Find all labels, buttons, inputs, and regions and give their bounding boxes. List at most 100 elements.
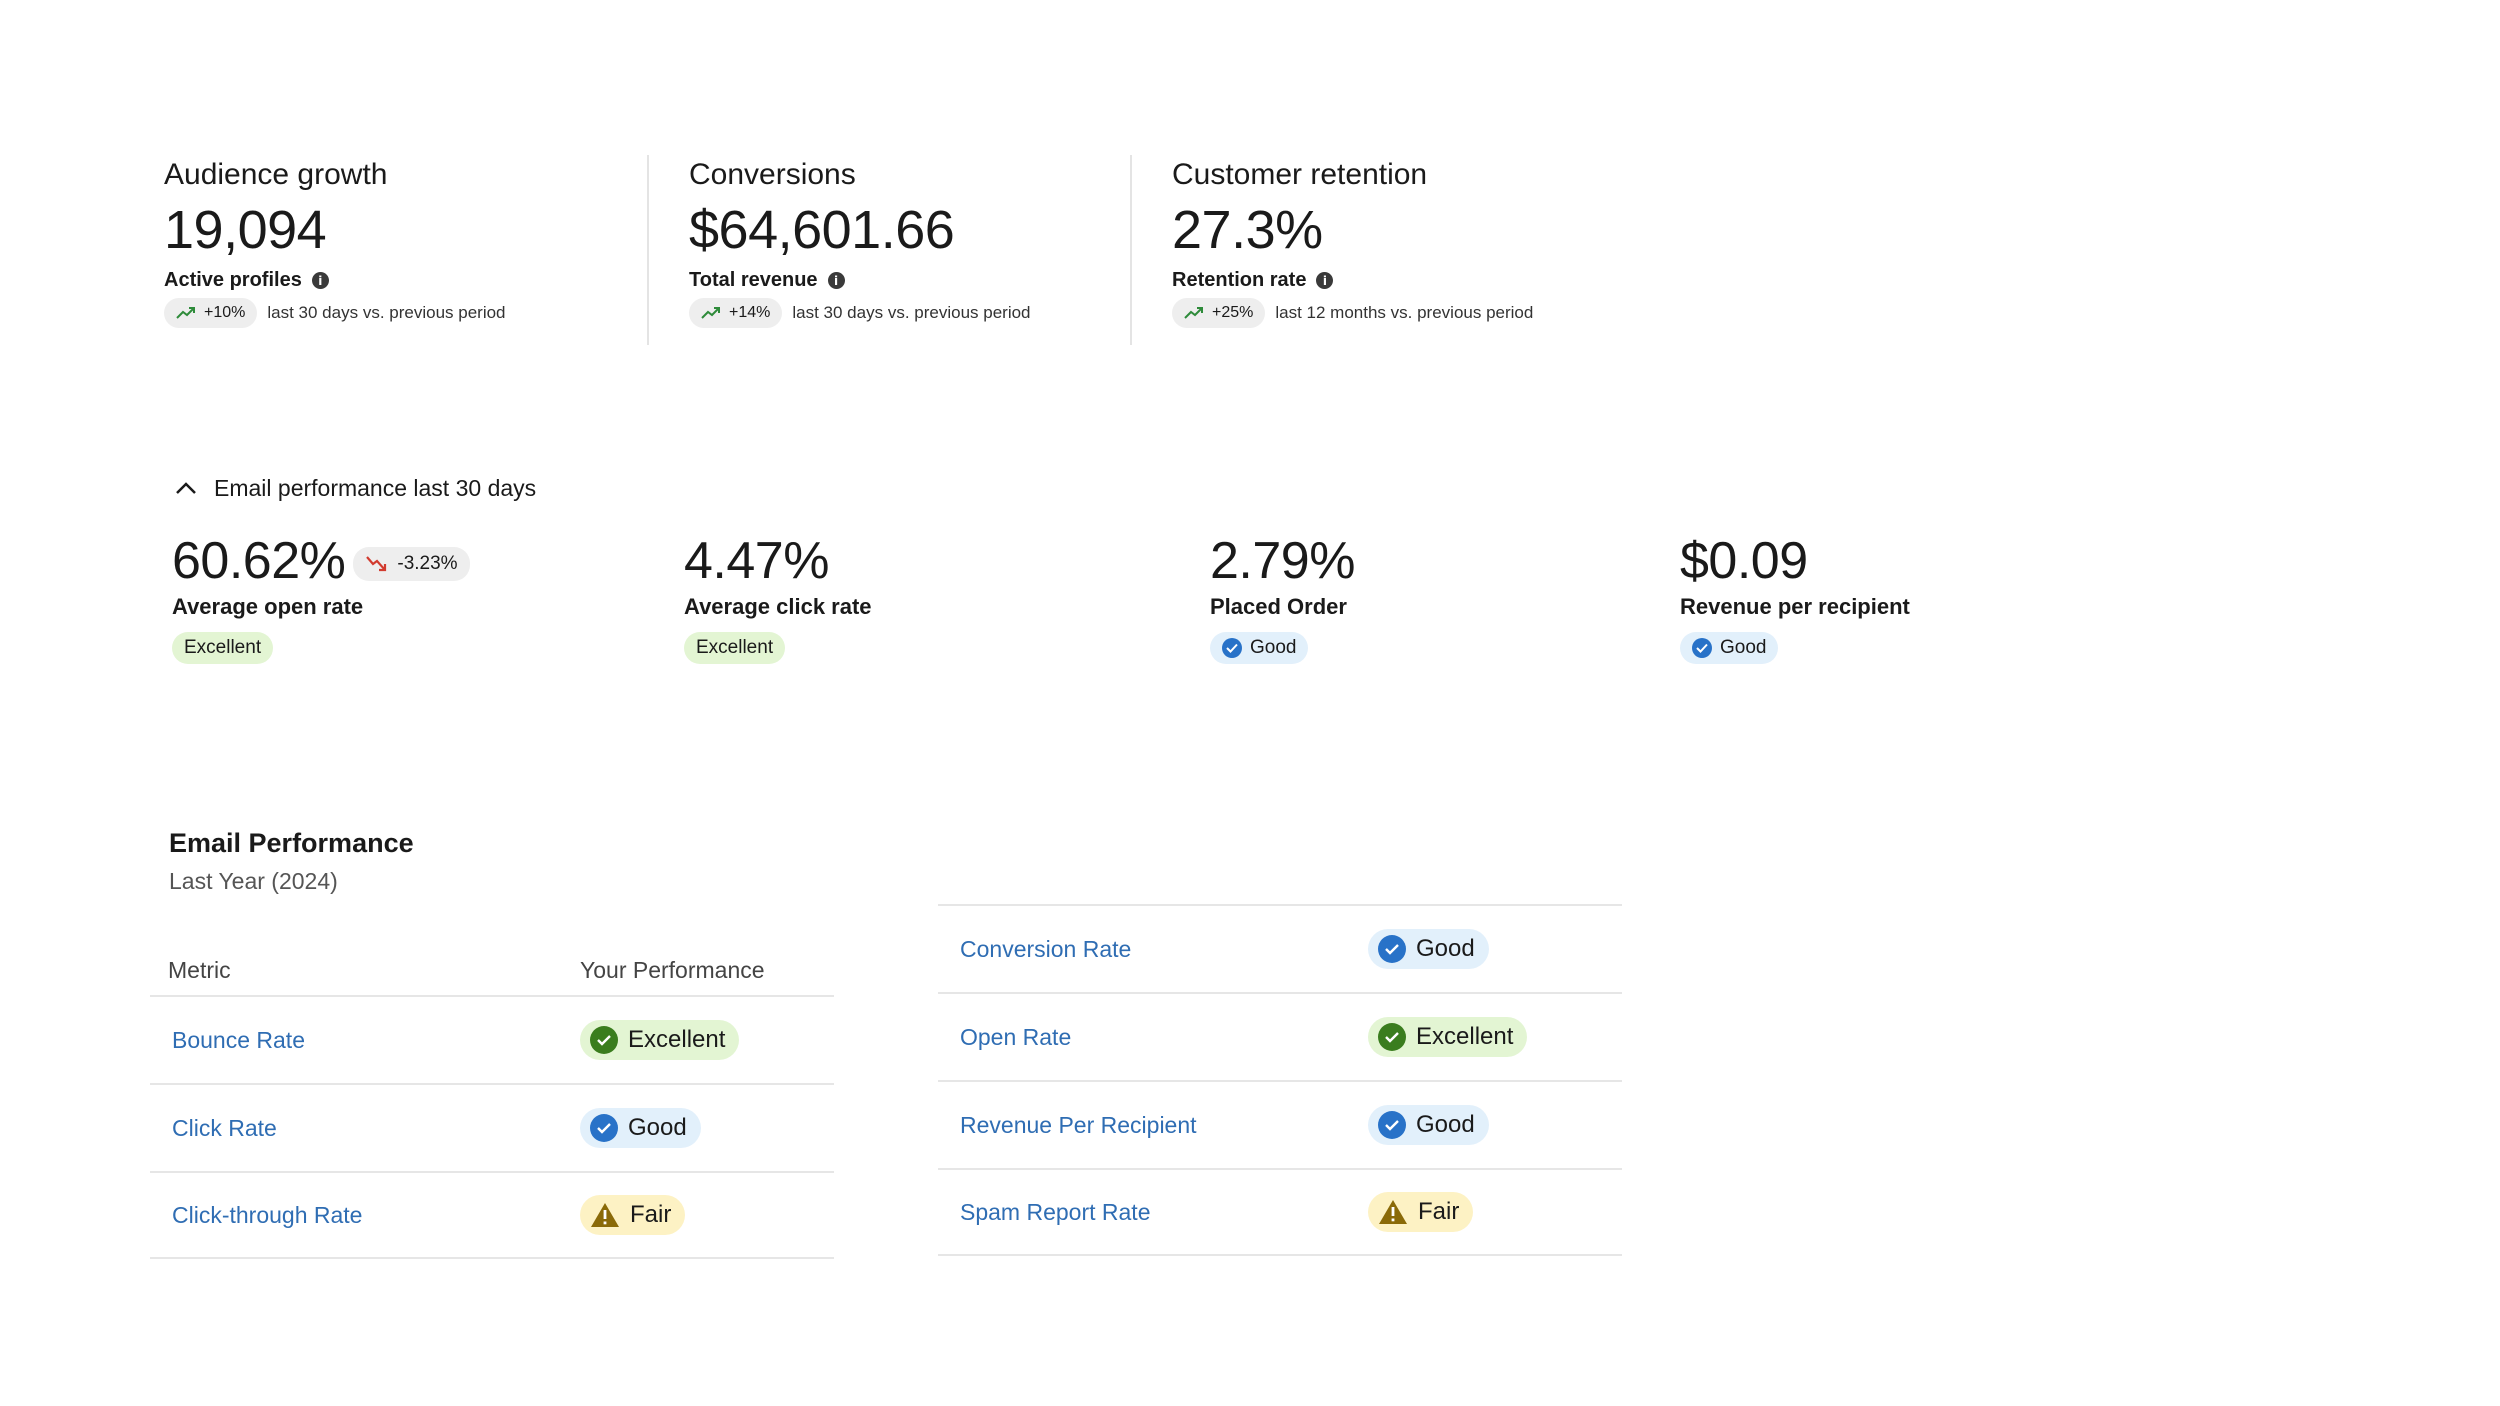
kpi-card-audience-growth: Audience growth 19,094 Active profiles i…: [164, 155, 647, 345]
metric-click-rate: 4.47% Average click rate Excellent: [684, 530, 872, 664]
trend-period: last 12 months vs. previous period: [1275, 303, 1534, 322]
metric-value: 2.79%: [1210, 532, 1355, 590]
trend-value: +25%: [1212, 304, 1254, 321]
kpi-trend-row: +14% last 30 days vs. previous period: [689, 298, 1130, 328]
rating-badge-excellent: Excellent: [684, 632, 786, 664]
kpi-trend-row: +25% last 12 months vs. previous period: [1172, 298, 1613, 328]
kpi-card-customer-retention: Customer retention 27.3% Retention rate …: [1130, 155, 1613, 345]
metric-link[interactable]: Revenue Per Recipient: [960, 1111, 1197, 1138]
rating-badge-fair: Fair: [580, 1195, 686, 1235]
rating-badge-excellent: Excellent: [580, 1020, 740, 1060]
kpi-title: Customer retention: [1172, 158, 1428, 191]
metric-link[interactable]: Spam Report Rate: [960, 1198, 1151, 1225]
table-row: Click-through Rate Fair: [150, 1171, 834, 1259]
kpi-value: 19,094: [164, 200, 327, 260]
table-row: Click Rate Good: [150, 1083, 834, 1171]
trend-period: last 30 days vs. previous period: [267, 303, 506, 322]
email-performance-toggle[interactable]: Email performance last 30 days: [172, 474, 536, 502]
rating-label: Good: [1416, 1111, 1475, 1138]
column-header-performance: Your Performance: [580, 956, 765, 983]
trend-pill: +25%: [1172, 298, 1266, 328]
metric-value: 4.47%: [684, 532, 829, 590]
check-circle-icon: [1378, 1023, 1406, 1051]
check-circle-icon: [1378, 935, 1406, 963]
kpi-trend-row: +10% last 30 days vs. previous period: [164, 298, 647, 328]
rating-badge-excellent: Excellent: [172, 632, 274, 664]
performance-table-right: Conversion Rate Good Open Rate Excellent…: [938, 904, 1622, 1256]
performance-cell: Excellent: [580, 1020, 834, 1060]
chevron-up-icon: [176, 482, 196, 494]
info-icon[interactable]: i: [1316, 272, 1334, 289]
metric-link[interactable]: Bounce Rate: [172, 1026, 305, 1053]
info-icon[interactable]: i: [827, 272, 845, 289]
metric-link[interactable]: Click Rate: [172, 1114, 277, 1141]
performance-cell: Good: [1368, 1105, 1622, 1145]
delta-value: -3.23%: [397, 553, 458, 574]
metric-value: $0.09: [1680, 532, 1808, 590]
trend-pill: +10%: [164, 298, 258, 328]
rating-label: Good: [1720, 637, 1767, 658]
rating-badge-fair: Fair: [1368, 1192, 1474, 1232]
performance-cell: Good: [580, 1108, 834, 1148]
table-header: Metric Your Performance: [150, 945, 834, 995]
trend-value: +14%: [729, 304, 771, 321]
delta-pill: -3.23%: [353, 547, 470, 581]
metric-label: Average open rate: [172, 594, 364, 619]
kpi-sublabel: Total revenue: [689, 269, 818, 291]
metric-value-row: $0.09: [1680, 530, 1910, 592]
trend-up-icon: [176, 307, 195, 319]
info-icon[interactable]: i: [311, 272, 329, 289]
kpi-title: Conversions: [689, 158, 856, 191]
metric-placed-order: 2.79% Placed Order Good: [1210, 530, 1355, 664]
metric-value: 60.62%: [172, 532, 346, 590]
performance-cell: Fair: [1368, 1192, 1622, 1232]
trend-value: +10%: [204, 304, 246, 321]
metric-label: Revenue per recipient: [1680, 594, 1910, 619]
rating-badge-excellent: Excellent: [1368, 1017, 1528, 1057]
table-row: Open Rate Excellent: [938, 992, 1622, 1080]
performance-table-left: Metric Your Performance Bounce Rate Exce…: [150, 945, 834, 1259]
kpi-title: Audience growth: [164, 158, 388, 191]
metric-value-row: 2.79%: [1210, 530, 1355, 592]
kpi-row: Audience growth 19,094 Active profiles i…: [164, 155, 1613, 345]
metric-link[interactable]: Conversion Rate: [960, 935, 1132, 962]
table-row: Spam Report Rate Fair: [938, 1168, 1622, 1256]
metric-label: Average click rate: [684, 594, 872, 619]
trend-pill: +14%: [689, 298, 783, 328]
trend-up-icon: [1184, 307, 1203, 319]
metric-value-row: 4.47%: [684, 530, 872, 592]
metric-link[interactable]: Click-through Rate: [172, 1201, 363, 1228]
kpi-sublabel: Active profiles: [164, 269, 302, 291]
table-subtitle: Last Year (2024): [169, 868, 338, 894]
check-circle-icon: [590, 1114, 618, 1142]
rating-badge-good: Good: [580, 1108, 701, 1148]
warning-icon: [591, 1203, 619, 1227]
metric-open-rate: 60.62% -3.23% Average open rate Excellen…: [172, 530, 470, 664]
metric-revenue-per-recipient: $0.09 Revenue per recipient Good: [1680, 530, 1910, 664]
check-circle-icon: [1692, 638, 1712, 658]
performance-cell: Fair: [580, 1195, 834, 1235]
rating-badge-good: Good: [1368, 929, 1489, 969]
warning-icon: [1379, 1200, 1407, 1224]
rating-badge-good: Good: [1368, 1105, 1489, 1145]
check-circle-icon: [1378, 1111, 1406, 1139]
table-row: Bounce Rate Excellent: [150, 995, 834, 1083]
table-title: Email Performance: [169, 828, 414, 858]
check-circle-icon: [1222, 638, 1242, 658]
rating-label: Fair: [630, 1201, 672, 1228]
rating-badge-good: Good: [1210, 632, 1309, 664]
kpi-sublabel-row: Total revenue i: [689, 269, 1130, 292]
metric-value-row: 60.62% -3.23%: [172, 530, 470, 592]
rating-label: Excellent: [628, 1026, 726, 1053]
performance-cell: Excellent: [1368, 1017, 1622, 1057]
table-row: Conversion Rate Good: [938, 904, 1622, 992]
performance-cell: Good: [1368, 929, 1622, 969]
kpi-sublabel: Retention rate: [1172, 269, 1307, 291]
kpi-sublabel-row: Retention rate i: [1172, 269, 1613, 292]
trend-period: last 30 days vs. previous period: [792, 303, 1031, 322]
metric-link[interactable]: Open Rate: [960, 1023, 1072, 1050]
kpi-card-conversions: Conversions $64,601.66 Total revenue i +…: [647, 155, 1130, 345]
kpi-value: 27.3%: [1172, 200, 1323, 260]
rating-label: Good: [1250, 637, 1297, 658]
rating-label: Excellent: [1416, 1023, 1514, 1050]
